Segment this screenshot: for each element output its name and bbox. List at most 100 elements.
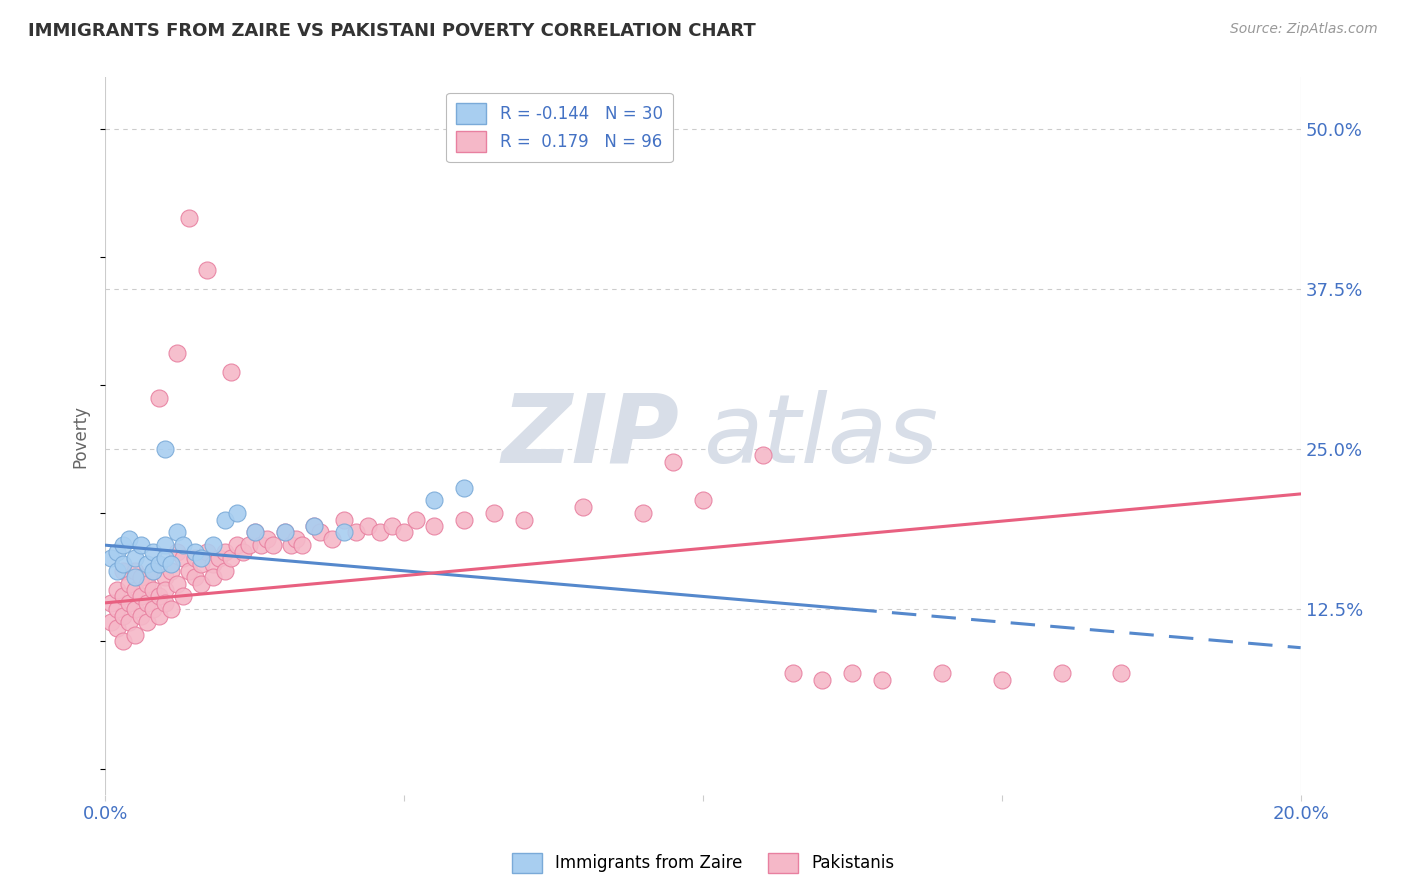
Point [118, 596, 141, 610]
Point [219, 365, 242, 379]
Legend: R = -0.144   N = 30, R =  0.179   N = 96: R = -0.144 N = 30, R = 0.179 N = 96 [446, 93, 672, 162]
Point [112, 634, 135, 648]
Point [112, 558, 135, 572]
Point [142, 564, 165, 578]
Point [153, 551, 176, 566]
Point [368, 525, 391, 540]
Point [160, 558, 183, 572]
Point [172, 538, 194, 552]
Point [357, 519, 380, 533]
Point [931, 666, 953, 681]
Point [262, 538, 284, 552]
Point [105, 544, 128, 558]
Point [105, 582, 128, 597]
Point [105, 564, 128, 578]
Point [256, 532, 278, 546]
Point [238, 538, 260, 552]
Point [243, 525, 266, 540]
Point [136, 558, 159, 572]
Point [870, 673, 893, 687]
Text: ZIP: ZIP [501, 390, 679, 483]
Point [166, 576, 188, 591]
Point [195, 544, 218, 558]
Point [841, 666, 863, 681]
Point [112, 608, 135, 623]
Point [136, 596, 159, 610]
Point [214, 544, 236, 558]
Point [112, 590, 135, 604]
Text: Source: ZipAtlas.com: Source: ZipAtlas.com [1230, 22, 1378, 37]
Point [142, 582, 165, 597]
Point [118, 532, 141, 546]
Point [153, 442, 176, 456]
Point [148, 391, 170, 405]
Point [124, 582, 146, 597]
Point [153, 538, 176, 552]
Point [243, 525, 266, 540]
Point [136, 615, 159, 629]
Point [148, 590, 170, 604]
Point [225, 506, 247, 520]
Point [285, 532, 308, 546]
Point [392, 525, 415, 540]
Point [136, 576, 159, 591]
Point [160, 602, 183, 616]
Point [291, 538, 314, 552]
Point [124, 570, 146, 584]
Point [512, 512, 534, 526]
Point [129, 608, 152, 623]
Point [172, 551, 194, 566]
Point [184, 544, 207, 558]
Point [782, 666, 804, 681]
Text: atlas: atlas [703, 390, 938, 483]
Point [177, 211, 200, 226]
Point [344, 525, 367, 540]
Point [184, 570, 207, 584]
Point [280, 538, 302, 552]
Text: IMMIGRANTS FROM ZAIRE VS PAKISTANI POVERTY CORRELATION CHART: IMMIGRANTS FROM ZAIRE VS PAKISTANI POVER… [28, 22, 756, 40]
Point [214, 564, 236, 578]
Point [423, 519, 446, 533]
Point [631, 506, 654, 520]
Y-axis label: Poverty: Poverty [72, 405, 89, 467]
Point [273, 525, 295, 540]
Point [177, 564, 200, 578]
Point [201, 558, 224, 572]
Point [991, 673, 1014, 687]
Point [172, 590, 194, 604]
Point [124, 551, 146, 566]
Point [129, 590, 152, 604]
Point [201, 570, 224, 584]
Point [100, 551, 122, 566]
Point [1111, 666, 1133, 681]
Point [249, 538, 271, 552]
Point [142, 544, 165, 558]
Point [153, 582, 176, 597]
Point [112, 564, 135, 578]
Point [1050, 666, 1073, 681]
Point [333, 525, 356, 540]
Point [129, 538, 152, 552]
Point [190, 558, 212, 572]
Point [118, 615, 141, 629]
Point [751, 449, 773, 463]
Point [184, 551, 207, 566]
Point [405, 512, 427, 526]
Point [219, 551, 242, 566]
Point [129, 570, 152, 584]
Point [232, 544, 254, 558]
Point [166, 525, 188, 540]
Point [692, 493, 714, 508]
Point [195, 262, 218, 277]
Point [453, 512, 475, 526]
Point [482, 506, 505, 520]
Point [148, 608, 170, 623]
Point [124, 564, 146, 578]
Point [142, 602, 165, 616]
Point [201, 538, 224, 552]
Point [811, 673, 834, 687]
Point [124, 628, 146, 642]
Point [190, 576, 212, 591]
Point [423, 493, 446, 508]
Point [153, 570, 176, 584]
